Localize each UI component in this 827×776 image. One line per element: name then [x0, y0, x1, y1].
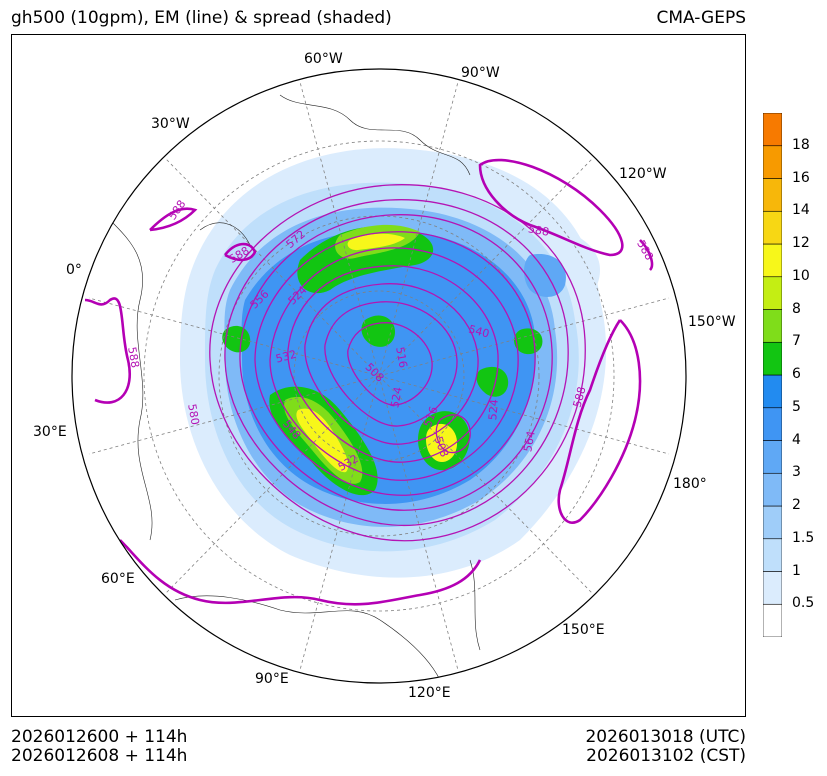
colorbar-bin: [763, 210, 782, 245]
contour-label: 516: [393, 346, 409, 369]
colorbar: [763, 113, 782, 637]
colorbar-bin: [763, 178, 782, 212]
colorbar-level-label: 14: [792, 202, 810, 219]
colorbar-bin: [763, 243, 782, 278]
colorbar-bin: [763, 603, 782, 637]
colorbar-level-label: 7: [792, 333, 801, 350]
lon-label-180: 180°: [673, 476, 707, 492]
contour-label: 588: [571, 385, 589, 409]
lon-label-120w: 120°W: [619, 166, 667, 182]
colorbar-bin: [763, 440, 782, 474]
contour-label: 588: [527, 222, 550, 238]
colorbar-level-label: 2: [792, 497, 801, 513]
colorbar-level-label: 12: [792, 235, 810, 251]
longitude-labels: 0° 30°W 60°W 90°W 120°W 150°W 180° 150°E…: [33, 51, 736, 701]
init-time-utc: 2026012600 + 114h: [11, 727, 188, 747]
colorbar-level-label: 16: [792, 169, 810, 186]
lon-label-120e: 120°E: [408, 685, 451, 701]
lon-label-60e: 60°E: [101, 571, 135, 587]
lon-label-0: 0°: [66, 262, 82, 278]
contour-label: 540: [467, 323, 491, 341]
contour-label: 588: [125, 346, 141, 369]
colorbar-level-label: 4: [792, 431, 801, 448]
lon-label-90w: 90°W: [461, 65, 500, 81]
spread-shading: [180, 148, 607, 578]
colorbar-level-label: 10: [792, 267, 810, 284]
colorbar-level-label: 18: [792, 136, 810, 153]
colorbar-bin: [763, 341, 782, 376]
colorbar-level-label: 5: [792, 398, 801, 415]
colorbar-level-label: 0.5: [792, 595, 815, 612]
colorbar-bin: [763, 113, 782, 147]
colorbar-level-label: 6: [792, 366, 801, 382]
valid-time-utc: 2026013018 (UTC): [585, 727, 746, 747]
lon-label-90e: 90°E: [255, 671, 289, 687]
globe: 588 588 572 556 524 532 588 540 516 508 …: [72, 69, 686, 683]
colorbar-bin: [763, 276, 782, 310]
colorbar-bin: [763, 505, 782, 540]
contour-label: 580: [185, 403, 201, 426]
lon-label-30w: 30°W: [151, 116, 190, 132]
map-title: gh500 (10gpm), EM (line) & spread (shade…: [11, 8, 392, 28]
contour-label: 564: [521, 430, 537, 453]
contour-label: 524: [486, 399, 501, 421]
contour-label: 524: [388, 386, 404, 409]
colorbar-bin: [763, 145, 782, 179]
coastlines: [109, 94, 481, 681]
map-frame: [11, 34, 746, 717]
colorbar-bin: [763, 407, 782, 441]
colorbar-bin: [763, 571, 782, 605]
globe-outline: [71, 68, 687, 684]
height-contours: [209, 184, 586, 542]
init-time-cst: 2026012608 + 114h: [11, 746, 188, 766]
colorbar-bin: [763, 472, 782, 507]
contour-588: [84, 158, 654, 606]
colorbar-bin: [763, 309, 782, 343]
colorbar-level-label: 1.5: [792, 529, 815, 546]
lon-label-60w: 60°W: [304, 51, 343, 67]
model-name: CMA-GEPS: [656, 8, 746, 28]
lon-label-30e: 30°E: [33, 424, 67, 440]
colorbar-bin: [763, 374, 782, 409]
valid-time-cst: 2026013102 (CST): [586, 746, 746, 766]
colorbar-bin: [763, 538, 782, 572]
lon-label-150w: 150°W: [688, 314, 736, 330]
graticule: [88, 81, 670, 671]
colorbar-level-label: 8: [792, 300, 801, 317]
lon-label-150e: 150°E: [562, 622, 605, 638]
contour-labels: 588 588 572 556 524 532 588 540 516 508 …: [125, 198, 656, 474]
colorbar-level-label: 1: [792, 562, 801, 579]
colorbar-level-label: 3: [792, 464, 801, 481]
contour-label: 532: [274, 348, 298, 366]
